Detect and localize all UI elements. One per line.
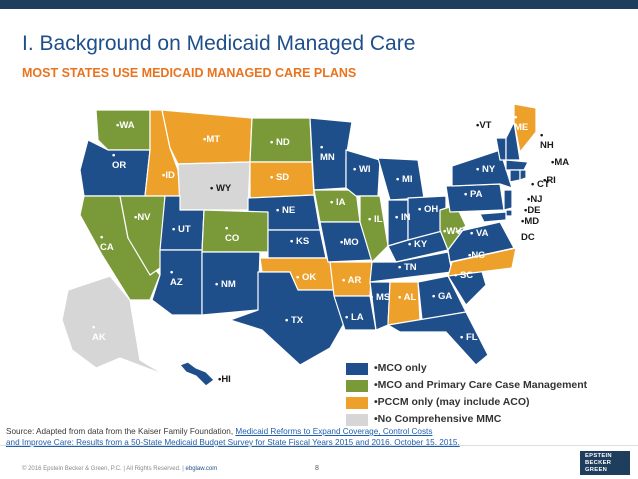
state-me (513, 103, 537, 153)
website-link[interactable]: ebglaw.com (185, 466, 218, 472)
state-label-wi: • WI (353, 164, 371, 175)
state-label-wv: •WV (443, 226, 462, 237)
state-label-nv: •NV (134, 212, 151, 223)
state-label-ok: • OK (296, 272, 316, 283)
state-label-al: • AL (398, 292, 416, 303)
legend-label: •MCO and Primary Care Case Management (374, 379, 588, 391)
state-label-or: • OR (112, 150, 126, 171)
state-hi (179, 361, 215, 387)
state-label-in: • IN (395, 212, 411, 223)
legend-label: •No Comprehensive MMC (374, 413, 502, 425)
state-ak (61, 275, 166, 376)
state-de (505, 209, 513, 217)
page-number: 8 (315, 465, 319, 472)
state-label-co: • CO (225, 223, 239, 244)
state-label-ma: •MA (551, 157, 569, 168)
state-label-tn: • TN (398, 262, 417, 273)
legend-swatch (346, 380, 368, 392)
state-tx (229, 271, 347, 366)
logo-line: EPSTEIN (585, 453, 612, 459)
state-label-fl: • FL (460, 332, 478, 343)
state-label-il: • IL (368, 214, 383, 225)
state-ri (519, 169, 527, 181)
state-label-mt: •MT (203, 134, 220, 145)
state-label-mn: • MN (320, 142, 335, 163)
source-prefix: Source: Adapted from data from the Kaise… (6, 427, 236, 436)
state-label-nd: • ND (270, 137, 290, 148)
page-title: I. Background on Medicaid Managed Care (22, 32, 416, 55)
state-label-mi: • MI (396, 174, 413, 185)
state-label-ct: • CT (531, 179, 550, 190)
footer-divider (0, 445, 638, 446)
state-label-me: • ME (514, 112, 528, 133)
state-label-ms: • MS (370, 292, 390, 303)
state-label-ca: • CA (100, 232, 114, 253)
state-label-ut: • UT (172, 224, 191, 235)
state-az (151, 249, 203, 316)
source-link[interactable]: Medicaid Reforms to Expand Coverage, Con… (235, 427, 433, 436)
page-subtitle: MOST STATES USE MEDICAID MANAGED CARE PL… (22, 66, 357, 80)
state-label-az: • AZ (170, 267, 183, 288)
state-in (387, 199, 409, 247)
state-label-tx: • TX (285, 315, 304, 326)
state-label-ks: • KS (290, 236, 309, 247)
state-label-hi: •HI (218, 374, 231, 385)
state-label-nm: • NM (215, 279, 236, 290)
state-label-nc: •NC (468, 250, 485, 261)
state-label-de: •DE (524, 205, 541, 216)
state-label-sc: • SC (454, 270, 473, 281)
state-label-ga: • GA (432, 291, 452, 302)
state-label-ri: •RI (543, 175, 556, 186)
state-label-ky: • KY (408, 239, 428, 250)
footer-copyright: © 2016 Epstein Becker & Green, P.C. | Al… (22, 466, 217, 472)
logo-line: GREEN (585, 467, 608, 473)
state-label-ny: • NY (476, 164, 496, 175)
state-label-nj: •NJ (527, 194, 542, 205)
state-il (359, 195, 389, 263)
legend-label: •MCO only (374, 362, 427, 374)
state-label-dc: DC (521, 232, 535, 243)
state-nh (505, 121, 521, 161)
legend-swatch (346, 363, 368, 375)
legend-swatch (346, 397, 368, 409)
state-nv (119, 195, 166, 276)
state-al (387, 281, 421, 326)
state-co (201, 209, 269, 253)
state-fl (387, 311, 489, 366)
source-link-continued[interactable]: and Improve Care: Results from a 50-Stat… (6, 438, 460, 447)
state-label-id: •ID (162, 170, 175, 181)
state-label-ar: • AR (342, 275, 361, 286)
state-label-la: • LA (345, 312, 364, 323)
state-label-pa: • PA (464, 189, 483, 200)
state-va (447, 221, 515, 263)
state-label-mo: •MO (340, 237, 359, 248)
state-label-va: • VA (470, 228, 489, 239)
legend-swatch (346, 414, 368, 426)
state-ma (505, 159, 529, 171)
state-label-sd: • SD (270, 172, 289, 183)
state-ny (451, 149, 513, 189)
state-label-oh: • OH (418, 204, 438, 215)
top-bar (0, 0, 638, 9)
state-label-wy: • WY (210, 183, 232, 194)
state-label-wa: •WA (116, 120, 135, 131)
state-md (479, 211, 507, 223)
copyright-text: © 2016 Epstein Becker & Green, P.C. | Al… (22, 466, 184, 472)
source-citation: Source: Adapted from data from the Kaise… (6, 426, 626, 448)
state-nj (503, 189, 513, 211)
state-label-vt: •VT (476, 120, 492, 131)
state-label-md: •MD (521, 216, 539, 227)
state-label-ak: • AK (92, 322, 106, 343)
logo-line: BECKER (585, 460, 612, 466)
state-ct (509, 169, 521, 183)
state-label-ne: • NE (276, 205, 295, 216)
company-logo: EPSTEIN BECKER GREEN (580, 451, 630, 475)
legend-label: •PCCM only (may include ACO) (374, 396, 530, 408)
state-label-ia: • IA (330, 197, 346, 208)
state-label-nh: • NH (540, 130, 554, 151)
